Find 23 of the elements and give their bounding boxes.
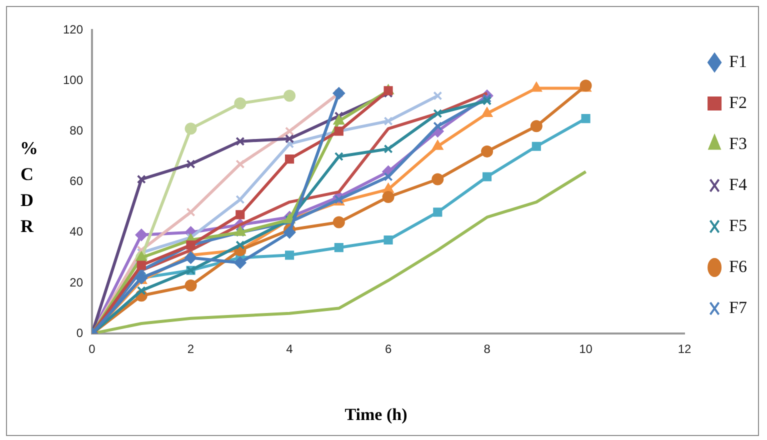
x-tick-label: 0 — [88, 342, 96, 356]
x-tick-label: 4 — [286, 342, 294, 356]
y-tick-label: 100 — [62, 72, 84, 87]
x-tick-label: 10 — [579, 342, 593, 356]
legend-label: F1 — [729, 52, 748, 71]
y-tick-label: 40 — [70, 224, 84, 239]
legend-label: F4 — [729, 174, 748, 194]
x-tick-label: 2 — [187, 342, 194, 356]
x-axis-title: Time (h) — [344, 405, 408, 425]
legend-label: F2 — [729, 92, 748, 112]
legend-label: F7 — [729, 298, 748, 317]
x-tick-label: 8 — [484, 342, 491, 356]
y-tick-label: 20 — [70, 275, 84, 290]
legend-label: F5 — [729, 216, 748, 235]
legend-label: F3 — [729, 134, 748, 153]
y-tick-label: 80 — [70, 124, 84, 138]
x-tick-label: 6 — [384, 342, 392, 356]
legend-label: F6 — [729, 256, 748, 276]
y-tick-label: 0 — [76, 326, 84, 340]
y-axis-title: % C D R — [20, 137, 38, 238]
y-tick-label: 60 — [70, 174, 84, 188]
y-tick-label: 120 — [62, 22, 84, 36]
x-tick-label: 12 — [678, 342, 692, 356]
